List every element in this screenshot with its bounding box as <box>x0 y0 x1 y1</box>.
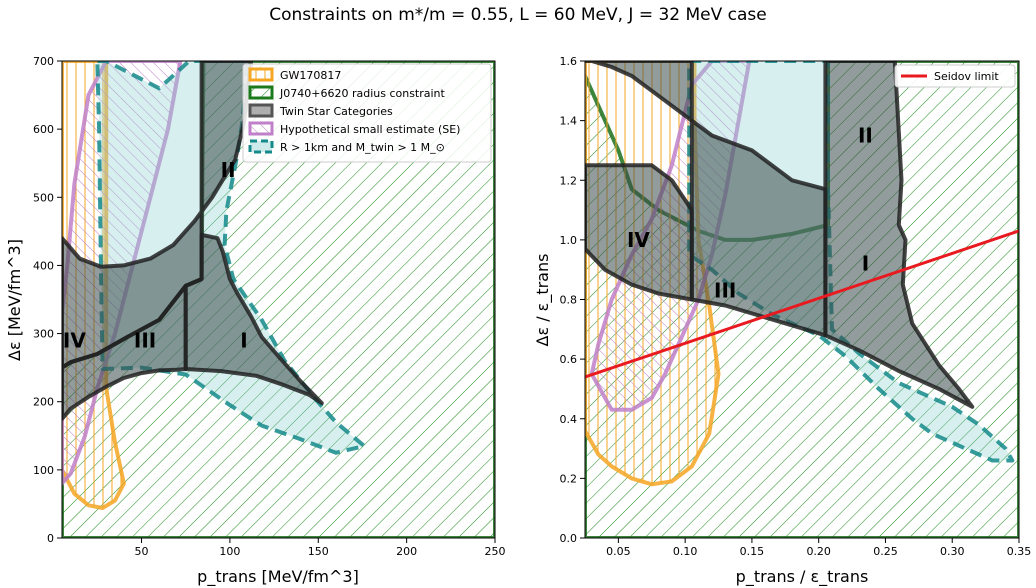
left-ytick-label: 0 <box>47 532 54 545</box>
right-ytick-label: 0.4 <box>560 413 578 426</box>
right-legend: Seidov limit <box>894 64 1016 88</box>
left-plot-area <box>62 61 495 538</box>
left-xtick-label: 150 <box>308 545 329 558</box>
right-outline-twin-star-categories-0 <box>585 61 694 123</box>
right-ytick-label: 1.4 <box>560 115 578 128</box>
left-region-twin-star-categories-1 <box>62 285 186 419</box>
legend-label-radius-mass: R > 1km and M_twin > 1 M_⊙ <box>280 141 445 154</box>
left-category-label: II <box>221 158 236 182</box>
right-region-twin-star-categories-3 <box>825 61 973 407</box>
legend-swatch-j0740 <box>248 85 274 100</box>
right-ytick-label: 1.6 <box>560 55 578 68</box>
right-region-r-1km-and-m-twin-1-m-7 <box>689 61 1013 461</box>
legend-label-gw170817: GW170817 <box>280 69 341 82</box>
legend-swatch-small-estimate <box>248 121 274 136</box>
right-category-label: II <box>858 124 873 148</box>
seidov-limit-line <box>585 229 1019 379</box>
left-legend: GW170817 J0740+6620 radius constraint Tw… <box>242 63 492 163</box>
left-xtick-label: 250 <box>485 545 506 558</box>
right-y-axis-label: Δε / ε_trans <box>533 254 553 347</box>
right-xtick-label: 0.35 <box>1007 545 1032 558</box>
right-category-label: III <box>714 279 736 303</box>
right-xtick-label: 0.10 <box>673 545 698 558</box>
right-ytick-label: 0.8 <box>560 294 578 307</box>
right-outline-hypothetical-small-estimate-se-6 <box>589 61 752 412</box>
left-y-axis-label: Δε [MeV/fm^3] <box>5 239 24 361</box>
left-ytick-label: 400 <box>33 259 54 272</box>
right-category-label: I <box>862 252 869 276</box>
legend-label-small-estimate: Hypothetical small estimate (SE) <box>280 123 460 136</box>
right-outline-twin-star-categories-2 <box>689 118 828 338</box>
legend-label-j0740: J0740+6620 radius constraint <box>279 87 446 100</box>
right-ytick-label: 0.6 <box>560 353 578 366</box>
right-ytick-label: 0.0 <box>560 532 578 545</box>
right-category-label: IV <box>627 228 650 252</box>
left-axes-frame <box>61 60 496 539</box>
left-ytick-label: 700 <box>33 55 54 68</box>
left-xtick-label: 200 <box>396 545 417 558</box>
left-ticks: 50 100 150 200 250 0 100 200 300 400 500 600 700 <box>33 55 506 558</box>
legend-swatch-radius-mass <box>248 139 274 154</box>
left-outline-twin-star-categories-2 <box>183 232 324 406</box>
right-xtick-label: 0.25 <box>873 545 898 558</box>
right-ytick-label: 1.2 <box>560 174 578 187</box>
right-outline-twin-star-categories-3 <box>823 61 975 409</box>
left-xtick-label: 100 <box>219 545 240 558</box>
right-region-twin-star-categories-0 <box>585 61 692 121</box>
legend-label-seidov: Seidov limit <box>934 70 999 83</box>
left-category-label: IV <box>63 328 86 352</box>
right-legend-box <box>894 64 1016 88</box>
right-panel: 0.05 0.10 0.15 0.20 0.25 0.30 0.35 0.0 0.2 0.4 0.6… <box>533 55 1031 587</box>
right-plot-area <box>585 61 1019 538</box>
legend-swatch-twin-star <box>248 103 274 118</box>
left-category-label: III <box>134 328 156 352</box>
right-ytick-label: 1.0 <box>560 234 578 247</box>
left-xtick-label: 50 <box>135 545 149 558</box>
left-ytick-label: 200 <box>33 396 54 409</box>
left-outline-twin-star-categories-1 <box>62 283 188 421</box>
left-region-j0740-6620-radius-constraint-3 <box>62 61 495 538</box>
right-xtick-label: 0.30 <box>940 545 965 558</box>
left-x-axis-label: p_trans [MeV/fm^3] <box>197 567 359 587</box>
left-ytick-label: 100 <box>33 464 54 477</box>
right-ytick-label: 0.2 <box>560 472 578 485</box>
right-xtick-label: 0.15 <box>740 545 765 558</box>
left-outline-hypothetical-small-estimate-se-5 <box>62 61 183 486</box>
legend-label-twin-star: Twin Star Categories <box>279 105 393 118</box>
left-legend-box <box>242 63 492 163</box>
right-region-twin-star-categories-2 <box>691 120 826 336</box>
left-region-twin-star-categories-2 <box>185 234 322 404</box>
left-ytick-label: 300 <box>33 328 54 341</box>
left-category-label: I <box>240 328 247 352</box>
right-region-twin-star-categories-1 <box>585 165 692 300</box>
left-ytick-label: 500 <box>33 191 54 204</box>
legend-swatch-gw170817 <box>248 67 274 82</box>
left-ytick-label: 600 <box>33 123 54 136</box>
right-xtick-label: 0.20 <box>806 545 831 558</box>
left-region-twin-star-categories-0 <box>62 61 252 368</box>
right-x-axis-label: p_trans / ε_trans <box>736 567 869 587</box>
right-xtick-label: 0.05 <box>606 545 631 558</box>
right-ticks: 0.05 0.10 0.15 0.20 0.25 0.30 0.35 0.0 0.2 0.4 0.6… <box>560 55 1032 558</box>
figure-title: Constraints on m*/m = 0.55, L = 60 MeV, … <box>269 5 767 25</box>
